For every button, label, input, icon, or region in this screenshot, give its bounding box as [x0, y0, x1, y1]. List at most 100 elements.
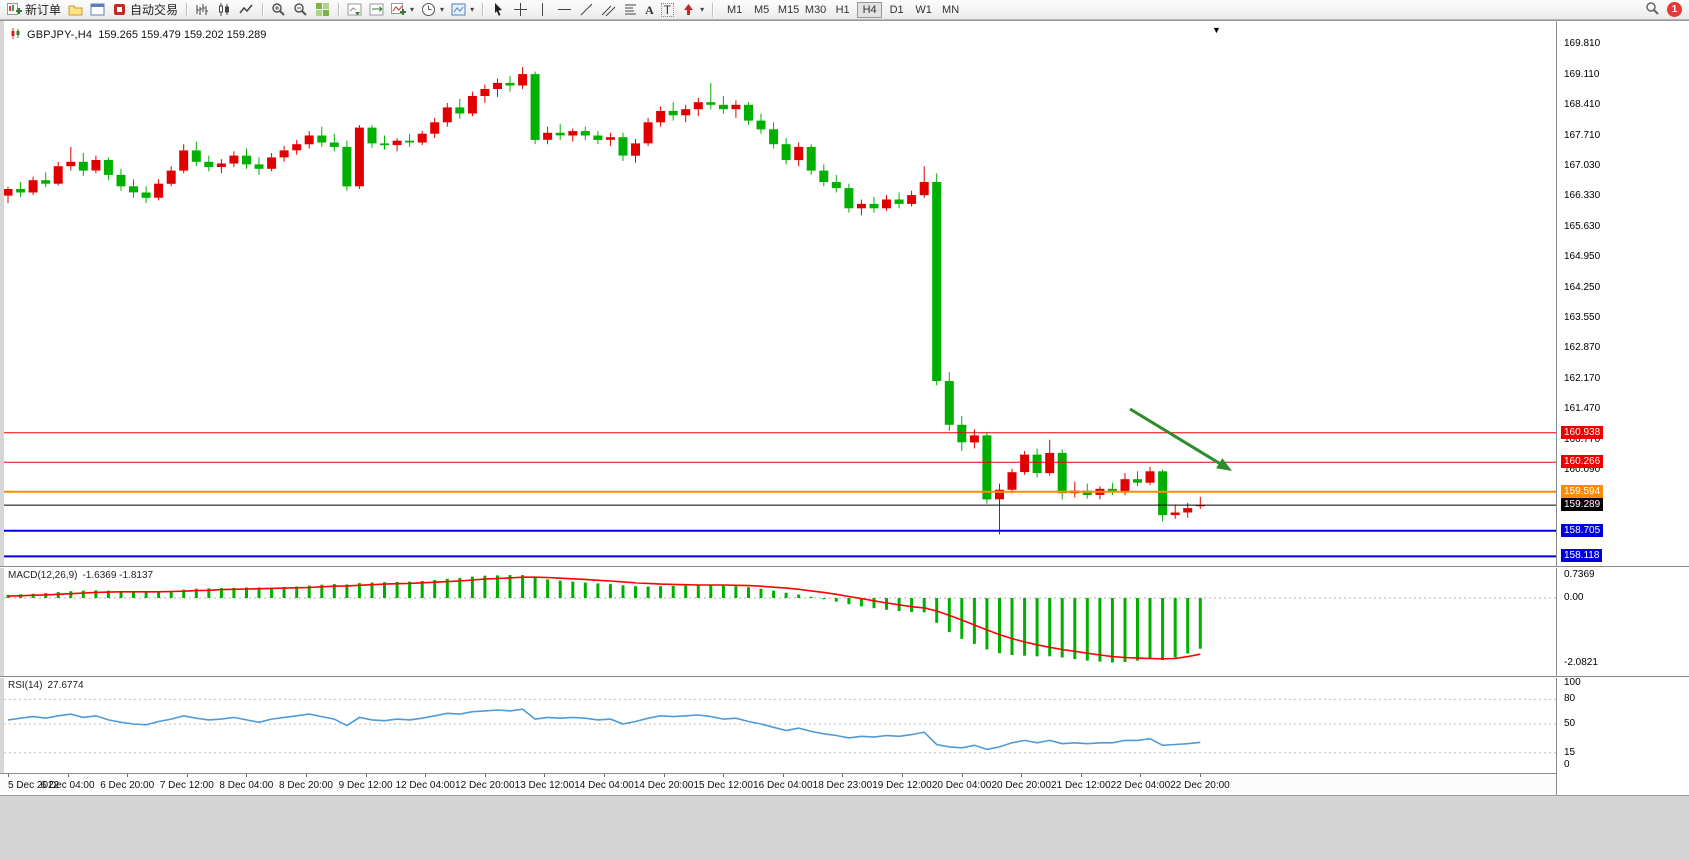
cursor-tool-button[interactable]	[488, 1, 509, 19]
zoom-in-button[interactable]	[268, 1, 289, 19]
time-axis-tick	[723, 774, 725, 777]
indicators-button[interactable]: ▾	[388, 1, 417, 19]
chart-shift-button[interactable]	[366, 1, 387, 19]
new-order-button[interactable]: 新订单	[4, 1, 64, 19]
macd-chart[interactable]	[4, 568, 1556, 676]
time-axis-tick	[246, 774, 248, 777]
time-axis-tick	[961, 774, 963, 777]
timeframe-M1[interactable]: M1	[722, 2, 747, 18]
auto-trading-status-icon	[112, 2, 127, 17]
rsi-title: RSI(14)	[8, 680, 43, 691]
axis-tick-label: 166.330	[1564, 190, 1601, 202]
time-axis-tick	[1140, 774, 1142, 777]
templates-button[interactable]: ▾	[448, 1, 477, 19]
time-axis-tick	[306, 774, 307, 777]
timeframe-M15[interactable]: M15	[777, 3, 800, 16]
axis-tick-label: 169.810	[1564, 37, 1601, 49]
text-label-tool-button[interactable]: T	[658, 1, 677, 19]
time-axis-tick	[1080, 774, 1082, 777]
time-axis-tick	[902, 774, 903, 777]
time-axis-label: 22 Dec 04:00	[1110, 780, 1171, 791]
charts-profile-button[interactable]	[65, 1, 86, 19]
timeframe-M30[interactable]: M30	[804, 3, 827, 16]
timeframe-H1[interactable]: H1	[830, 2, 855, 18]
timeframe-H4[interactable]: H4	[857, 1, 883, 18]
time-axis-label: 12 Dec 04:00	[395, 780, 455, 791]
time-axis-tick	[842, 774, 844, 777]
rsi-value: 27.6774	[47, 680, 84, 691]
auto-trading-label: 自动交易	[130, 3, 179, 17]
zoom-out-button[interactable]	[290, 1, 311, 19]
chart-shift-icon	[369, 2, 384, 17]
tile-windows-button[interactable]	[312, 1, 333, 19]
auto-trading-button[interactable]: 自动交易	[109, 1, 181, 19]
trendline-tool-button[interactable]	[576, 1, 597, 19]
timeframe-MN[interactable]: MN	[938, 2, 963, 18]
time-axis-label: 22 Dec 20:00	[1170, 780, 1230, 791]
chevron-down-icon: ▾	[410, 4, 415, 14]
price-badge: 158.705	[1561, 523, 1604, 537]
timeframe-W1[interactable]: W1	[911, 2, 936, 18]
axis-tick-label: 162.870	[1564, 342, 1601, 354]
time-axis-tick	[544, 774, 546, 777]
time-axis-label: 13 Dec 12:00	[514, 780, 575, 791]
line-chart-button[interactable]	[236, 1, 257, 19]
arrow-shape-icon	[681, 2, 696, 17]
terminal-window-button[interactable]	[87, 1, 108, 19]
fibonacci-tool-button[interactable]	[620, 1, 641, 19]
price-axis[interactable]: 169.810 169.110 168.410 167.710 167.030 166.3…	[1556, 21, 1689, 795]
pane-splitter[interactable]	[0, 676, 1689, 678]
toolbar-separator	[482, 2, 484, 17]
indicators-icon	[391, 2, 407, 17]
candlestick-chart[interactable]	[4, 25, 1556, 566]
time-axis-label: 9 Dec 12:00	[338, 780, 393, 791]
axis-tick-label: 15	[1564, 746, 1576, 758]
vertical-line-tool-button[interactable]	[532, 1, 553, 19]
text-tool-button[interactable]: A	[642, 1, 657, 19]
chart-window: GBPJPY-,H4 159.265 159.479 159.202 159.2…	[0, 20, 1689, 859]
clock-icon	[421, 2, 436, 17]
time-axis[interactable]: 5 Dec 2022 6 Dec 04:00 6 Dec 20:00 7 Dec 12…	[0, 773, 1556, 795]
channel-tool-button[interactable]	[598, 1, 619, 19]
time-axis-tick	[484, 774, 486, 777]
price-badge: 159.289	[1561, 498, 1604, 512]
price-chart-pane[interactable]: GBPJPY-,H4 159.265 159.479 159.202 159.2…	[4, 25, 1556, 566]
macd-title: MACD(12,26,9)	[8, 570, 78, 581]
candlestick-chart-button[interactable]	[214, 1, 235, 19]
time-axis-tick	[663, 774, 665, 777]
horizontal-line-tool-button[interactable]	[554, 1, 575, 19]
toolbar: 新订单 自动交易 ▾ ▾ ▾	[0, 0, 1689, 20]
timeframes-menu-button[interactable]: ▾	[418, 1, 447, 19]
chart-shift-marker[interactable]: ▼	[1212, 25, 1221, 35]
horizontal-line-icon	[557, 2, 572, 17]
axis-tick-label: 165.630	[1564, 221, 1601, 233]
auto-scroll-button[interactable]	[344, 1, 365, 19]
toolbar-separator	[338, 2, 340, 17]
toolbar-separator	[262, 2, 264, 17]
bar-chart-icon	[195, 2, 210, 17]
channel-icon	[601, 2, 616, 17]
macd-pane[interactable]: MACD(12,26,9) -1.6369 -1.8137	[4, 568, 1556, 676]
rsi-chart[interactable]	[4, 678, 1556, 773]
line-chart-icon	[239, 2, 254, 17]
time-axis-label: 21 Dec 12:00	[1051, 780, 1111, 791]
time-axis-label: 5 Dec 2022	[8, 780, 60, 791]
search-icon[interactable]	[1645, 1, 1660, 19]
time-axis-label: 16 Dec 04:00	[753, 780, 813, 791]
notification-badge[interactable]: 1	[1667, 2, 1682, 17]
timeframe-D1[interactable]: D1	[884, 2, 909, 18]
crosshair-icon	[513, 2, 528, 17]
time-axis-tick	[1200, 774, 1201, 777]
time-axis-label: 19 Dec 12:00	[872, 780, 932, 791]
terminal-window-icon	[90, 2, 105, 17]
arrows-tool-button[interactable]: ▾	[678, 1, 707, 19]
chart-type-icon	[10, 28, 21, 42]
timeframe-M5[interactable]: M5	[749, 2, 774, 18]
bar-chart-button[interactable]	[192, 1, 213, 19]
auto-scroll-icon	[347, 2, 362, 17]
crosshair-tool-button[interactable]	[510, 1, 531, 19]
time-axis-label: 18 Dec 23:00	[812, 780, 873, 791]
pane-splitter[interactable]	[0, 566, 1689, 568]
trendline-icon	[579, 2, 594, 17]
rsi-pane[interactable]: RSI(14) 27.6774	[4, 678, 1556, 773]
